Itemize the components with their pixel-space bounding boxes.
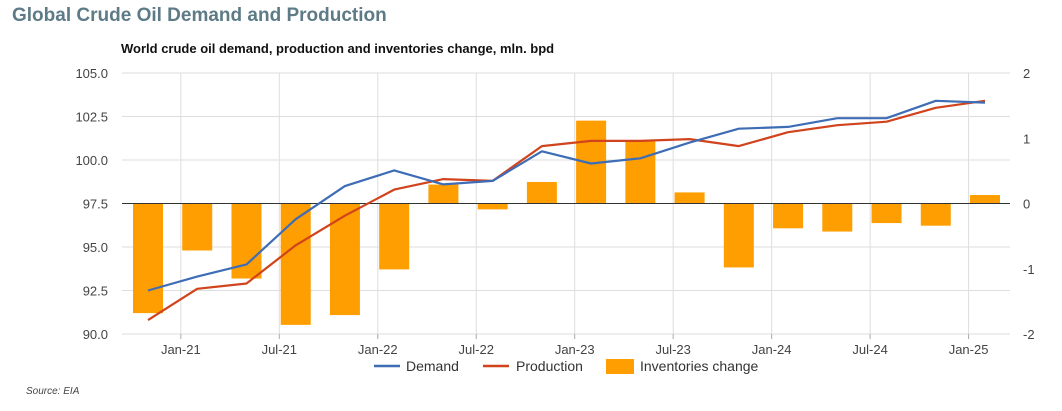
inventories-bar [773,203,804,229]
right-tick-label: 2 [1023,66,1030,81]
x-tick-label: Jan-23 [555,342,595,357]
demand-line [147,99,986,292]
right-tick-label: 0 [1023,197,1030,212]
inventories-bar [970,195,1000,204]
left-tick-label: 102.5 [75,110,108,125]
right-tick-label: -2 [1023,327,1035,342]
right-axis: -2 -1 0 1 2 [1023,66,1035,342]
x-tick-label: Jul-22 [459,342,494,357]
x-tick-label: Jan-25 [949,342,989,357]
lines-layer [147,99,986,322]
inventories-bar [723,203,754,268]
x-tick-label: Jan-21 [161,342,201,357]
legend-inventories-swatch [606,359,634,374]
legend-demand-label: Demand [406,358,459,374]
chart-title: World crude oil demand, production and i… [121,41,555,56]
right-tick-label: 1 [1023,131,1030,146]
right-tick-label: -1 [1023,262,1035,277]
legend-production-label: Production [516,358,583,374]
left-tick-label: 95.0 [83,240,108,255]
left-tick-label: 105.0 [75,66,108,81]
x-tick-label: Jan-24 [752,342,792,357]
inventories-bar [133,203,163,314]
inventories-bar [379,203,410,270]
inventories-bar [822,203,853,232]
inventories-bar [625,141,656,204]
legend: Demand Production Inventories change [374,358,759,374]
inventories-bar [526,181,557,204]
left-tick-label: 97.5 [83,197,108,212]
inventories-bar [329,203,360,316]
x-tick-label: Jan-22 [358,342,398,357]
legend-inventories-label: Inventories change [640,358,759,374]
x-tick-label: Jul-21 [262,342,297,357]
x-axis: Jan-21 Jul-21 Jan-22 Jul-22 Jan-23 Jul-23 Jan-… [161,334,989,357]
x-tick-label: Jul-24 [852,342,887,357]
left-axis: 90.0 92.5 95.0 97.5 100.0 102.5 105.0 [75,66,108,342]
inventories-bar [182,203,213,251]
page-title: Global Crude Oil Demand and Production [12,5,387,26]
left-tick-label: 90.0 [83,327,108,342]
source-note: Source: EIA [26,386,80,397]
inventories-bar [674,192,705,204]
bars-layer [133,120,1000,325]
production-line [147,99,986,322]
left-tick-label: 92.5 [83,284,108,299]
inventories-bar [920,203,951,226]
inventories-bar [871,203,902,224]
x-tick-label: Jul-23 [655,342,690,357]
inventories-bar [428,184,459,204]
left-tick-label: 100.0 [75,153,108,168]
inventories-bar [477,203,508,210]
inventories-bar [280,203,311,325]
